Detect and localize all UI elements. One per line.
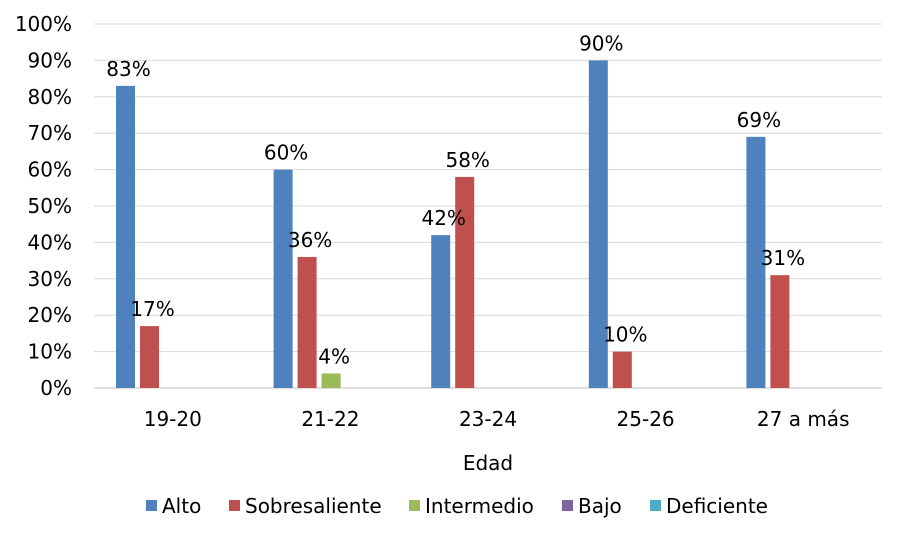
x-tick-label: 23-24 xyxy=(459,407,517,431)
legend-swatch xyxy=(562,500,573,511)
bar-alto-1 xyxy=(273,169,293,388)
x-axis-title: Edad xyxy=(463,451,513,475)
y-tick-label: 90% xyxy=(28,48,72,72)
bar-sobresaliente-3 xyxy=(612,351,632,388)
y-tick-label: 50% xyxy=(28,194,72,218)
data-label: 58% xyxy=(445,148,489,172)
y-tick-label: 30% xyxy=(28,267,72,291)
data-label: 90% xyxy=(579,31,623,55)
data-label: 69% xyxy=(737,108,781,132)
bar-alto-3 xyxy=(588,60,608,389)
legend-item-intermedio: Intermedio xyxy=(409,494,534,518)
x-tick-label: 21-22 xyxy=(301,407,359,431)
legend-item-sobresaliente: Sobresaliente xyxy=(229,494,382,518)
bar-sobresaliente-4 xyxy=(770,275,790,388)
data-label: 60% xyxy=(264,141,308,165)
bar-alto-0 xyxy=(116,85,135,388)
bar-alto-4 xyxy=(746,136,766,388)
bar-alto-2 xyxy=(431,235,451,388)
y-tick-label: 100% xyxy=(15,12,72,36)
y-tick-label: 60% xyxy=(28,158,72,182)
y-tick-label: 70% xyxy=(28,121,72,145)
legend-label: Alto xyxy=(162,494,201,518)
legend-label: Intermedio xyxy=(425,494,534,518)
bar-sobresaliente-1 xyxy=(297,256,317,388)
legend-label: Bajo xyxy=(578,494,622,518)
x-tick-label: 19-20 xyxy=(144,407,202,431)
legend-item-deficiente: Deficiente xyxy=(650,494,768,518)
bar-sobresaliente-0 xyxy=(140,326,159,388)
bars xyxy=(116,60,790,389)
x-axis-ticks: 19-20 21-22 23-24 25-26 27 a más xyxy=(144,407,850,431)
data-label: 10% xyxy=(603,323,647,347)
x-tick-label: 25-26 xyxy=(617,407,675,431)
legend-swatch xyxy=(146,500,157,511)
y-tick-label: 10% xyxy=(28,340,72,364)
data-labels: 83% 17% 60% 36% 4% 42% 58% 90% 10% 69% 31% xyxy=(106,31,805,368)
data-label: 36% xyxy=(288,228,332,252)
data-label: 42% xyxy=(421,206,465,230)
legend-item-bajo: Bajo xyxy=(562,494,622,518)
y-tick-label: 20% xyxy=(28,303,72,327)
gridlines xyxy=(94,23,882,389)
legend-swatch xyxy=(229,500,240,511)
data-label: 17% xyxy=(130,297,174,321)
y-tick-label: 80% xyxy=(28,85,72,109)
legend-swatch xyxy=(650,500,661,511)
data-label: 31% xyxy=(761,246,805,270)
legend-label: Sobresaliente xyxy=(245,494,382,518)
legend-label: Deficiente xyxy=(666,494,768,518)
legend-item-alto: Alto xyxy=(146,494,201,518)
y-tick-label: 0% xyxy=(40,376,72,400)
data-label: 83% xyxy=(106,57,150,81)
bar-sobresaliente-2 xyxy=(455,176,475,388)
data-label: 4% xyxy=(318,344,350,368)
legend-swatch xyxy=(409,500,420,511)
legend: Alto Sobresaliente Intermedio Bajo Deficient… xyxy=(146,494,768,518)
y-axis-ticks: 0% 10% 20% 30% 40% 50% 60% 70% 80% 90% 100% xyxy=(15,12,72,400)
y-tick-label: 40% xyxy=(28,230,72,254)
x-tick-label: 27 a más xyxy=(757,407,850,431)
bar-intermedio-1 xyxy=(321,373,341,388)
